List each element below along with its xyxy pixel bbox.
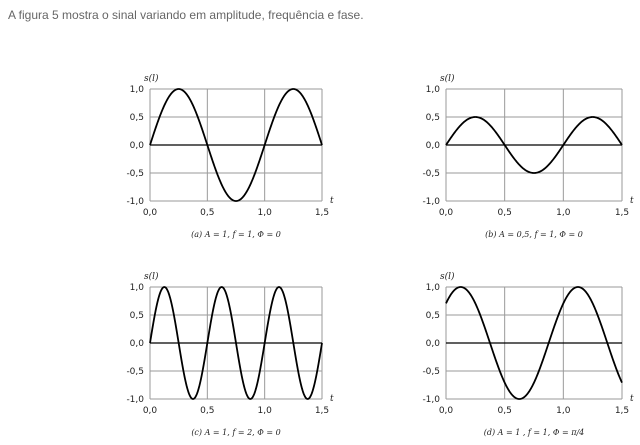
chart-caption: (b) A = 0,5, f = 1, Φ = 0 xyxy=(485,230,583,239)
chart-1: 0,0 0,5 1,0 1,5 1,0 0,5 0,0 -0,5 -1,0 s(l) t (a) A … xyxy=(126,73,334,239)
y-tick-label: 0,5 xyxy=(426,113,440,123)
x-tick-label: 1,5 xyxy=(615,406,629,416)
chart-caption: (a) A = 1, f = 1, Φ = 0 xyxy=(191,230,281,239)
x-tick-label: 1,5 xyxy=(315,208,329,218)
chart-caption: (c) A = 1, f = 2, Φ = 0 xyxy=(191,428,280,437)
x-tick-label: 0,5 xyxy=(498,406,512,416)
signal-line xyxy=(149,88,323,202)
signal-line xyxy=(445,286,623,400)
y-axis-label: s(l) xyxy=(144,73,159,84)
y-tick-label: -0,5 xyxy=(422,367,440,377)
x-tick-label: 1,0 xyxy=(556,208,571,218)
signal-line xyxy=(149,286,323,400)
y-tick-label: 1,0 xyxy=(130,283,145,293)
intro-text: A figura 5 mostra o sinal variando em am… xyxy=(8,8,364,22)
x-tick-label: 1,5 xyxy=(615,208,629,218)
y-tick-label: 0,0 xyxy=(426,141,441,151)
y-tick-label: -1,0 xyxy=(126,395,144,405)
x-tick-label: 0,5 xyxy=(200,208,214,218)
y-tick-label: 0,0 xyxy=(130,141,145,151)
x-axis-label: t xyxy=(330,196,334,206)
y-tick-label: -1,0 xyxy=(126,197,144,207)
y-tick-label: -1,0 xyxy=(422,395,440,405)
y-tick-label: -1,0 xyxy=(422,197,440,207)
chart-4: 0,0 0,5 1,0 1,5 1,0 0,5 0,0 -0,5 -1,0 s(l) t (d) A … xyxy=(422,271,634,437)
y-axis-label: s(l) xyxy=(440,73,455,84)
x-tick-label: 1,0 xyxy=(258,406,273,416)
y-tick-label: 1,0 xyxy=(426,85,441,95)
x-tick-label: 0,0 xyxy=(439,406,454,416)
y-tick-label: -0,5 xyxy=(422,169,440,179)
chart-caption: (d) A = 1 , f = 1, Φ = π/4 xyxy=(484,428,585,437)
y-tick-label: 0,5 xyxy=(130,311,144,321)
x-tick-label: 1,5 xyxy=(315,406,329,416)
y-tick-label: 1,0 xyxy=(426,283,441,293)
x-tick-label: 0,5 xyxy=(498,208,512,218)
y-tick-label: -0,5 xyxy=(126,367,144,377)
x-tick-label: 0,5 xyxy=(200,406,214,416)
x-axis-label: t xyxy=(630,394,634,404)
y-axis-label: s(l) xyxy=(144,271,159,282)
x-axis-label: t xyxy=(630,196,634,206)
x-tick-label: 1,0 xyxy=(556,406,571,416)
chart-2: 0,0 0,5 1,0 1,5 1,0 0,5 0,0 -0,5 -1,0 s(l) t (b) A … xyxy=(422,73,634,239)
y-tick-label: 0,5 xyxy=(130,113,144,123)
x-axis-label: t xyxy=(330,394,334,404)
signal-line xyxy=(445,116,623,174)
y-tick-label: 0,0 xyxy=(130,339,145,349)
y-tick-label: 1,0 xyxy=(130,85,145,95)
y-axis-label: s(l) xyxy=(440,271,455,282)
x-tick-label: 0,0 xyxy=(143,208,158,218)
x-tick-label: 0,0 xyxy=(143,406,158,416)
chart-3: 0,0 0,5 1,0 1,5 1,0 0,5 0,0 -0,5 -1,0 s(l) t (c) A … xyxy=(126,271,334,437)
y-tick-label: -0,5 xyxy=(126,169,144,179)
y-tick-label: 0,0 xyxy=(426,339,441,349)
x-tick-label: 0,0 xyxy=(439,208,454,218)
x-tick-label: 1,0 xyxy=(258,208,273,218)
y-tick-label: 0,5 xyxy=(426,311,440,321)
